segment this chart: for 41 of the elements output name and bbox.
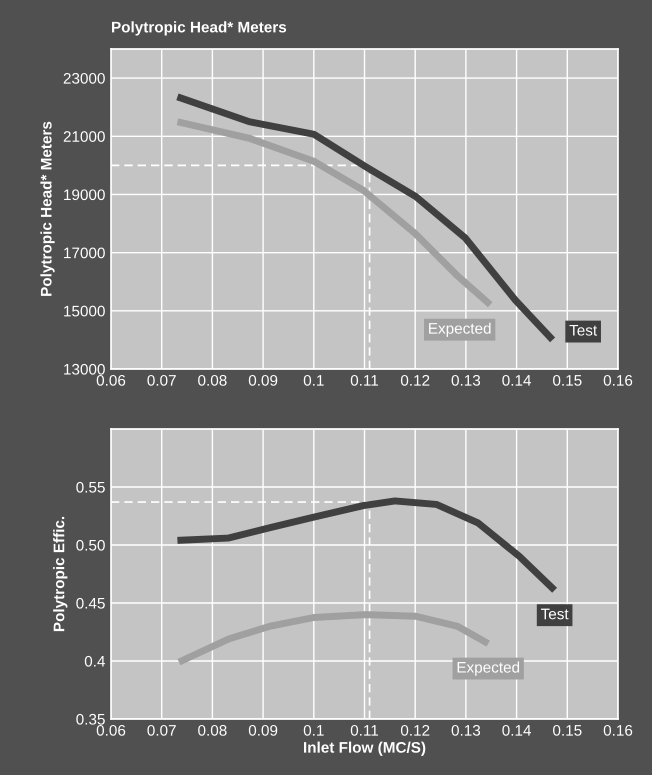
x-tick-label: 0.16 <box>604 724 632 736</box>
x-tick-label: 0.16 <box>604 374 632 386</box>
x-tick-label: 0.11 <box>350 724 378 736</box>
x-tick-label: 0.08 <box>198 724 227 736</box>
series-label: Test <box>540 608 569 620</box>
x-tick-label: 0.07 <box>147 374 176 386</box>
x-tick-label: 0.08 <box>198 374 227 386</box>
y-axis-title: Polytropic Effic. <box>53 516 68 632</box>
y-tick-label: 17000 <box>64 248 105 258</box>
x-tick-label: 0.15 <box>553 374 582 386</box>
x-tick-label: 0.13 <box>452 374 480 386</box>
x-tick-label: 0.07 <box>147 724 176 736</box>
y-tick-label: 0.4 <box>84 656 105 667</box>
x-tick-label: 0.15 <box>553 724 582 736</box>
series-label: Expected <box>429 322 491 337</box>
y-tick-label: 0.50 <box>76 540 105 551</box>
y-tick-label: 13000 <box>64 364 105 375</box>
chart-title: Polytropic Head* Meters <box>112 21 286 36</box>
y-tick-label: 0.45 <box>76 598 105 609</box>
x-tick-label: 0.12 <box>400 724 430 736</box>
x-tick-label: 0.09 <box>248 724 278 736</box>
x-axis-title: Inlet Flow (MC/S) <box>304 742 426 756</box>
y-tick-label: 23000 <box>64 72 105 84</box>
y-tick-label: 0.55 <box>76 482 105 493</box>
x-tick-label: 0.09 <box>248 374 278 386</box>
x-tick-label: 0.1 <box>304 374 324 386</box>
x-tick-label: 0.13 <box>452 724 480 736</box>
x-tick-label: 0.14 <box>502 374 532 386</box>
y-tick-label: 15000 <box>64 306 105 317</box>
x-tick-label: 0.06 <box>96 374 126 386</box>
x-tick-label: 0.14 <box>502 724 532 736</box>
y-tick-label: 0.35 <box>76 714 105 725</box>
series-label: Test <box>569 325 598 336</box>
y-axis-title: Polytropic Head* Meters <box>40 122 55 296</box>
series-label: Expected <box>458 661 520 676</box>
y-tick-label: 21000 <box>64 131 105 142</box>
x-tick-label: 0.12 <box>400 374 430 386</box>
x-tick-label: 0.06 <box>96 724 126 736</box>
x-tick-label: 0.11 <box>350 374 378 386</box>
y-tick-label: 19000 <box>64 189 105 200</box>
x-tick-label: 0.1 <box>304 724 324 736</box>
